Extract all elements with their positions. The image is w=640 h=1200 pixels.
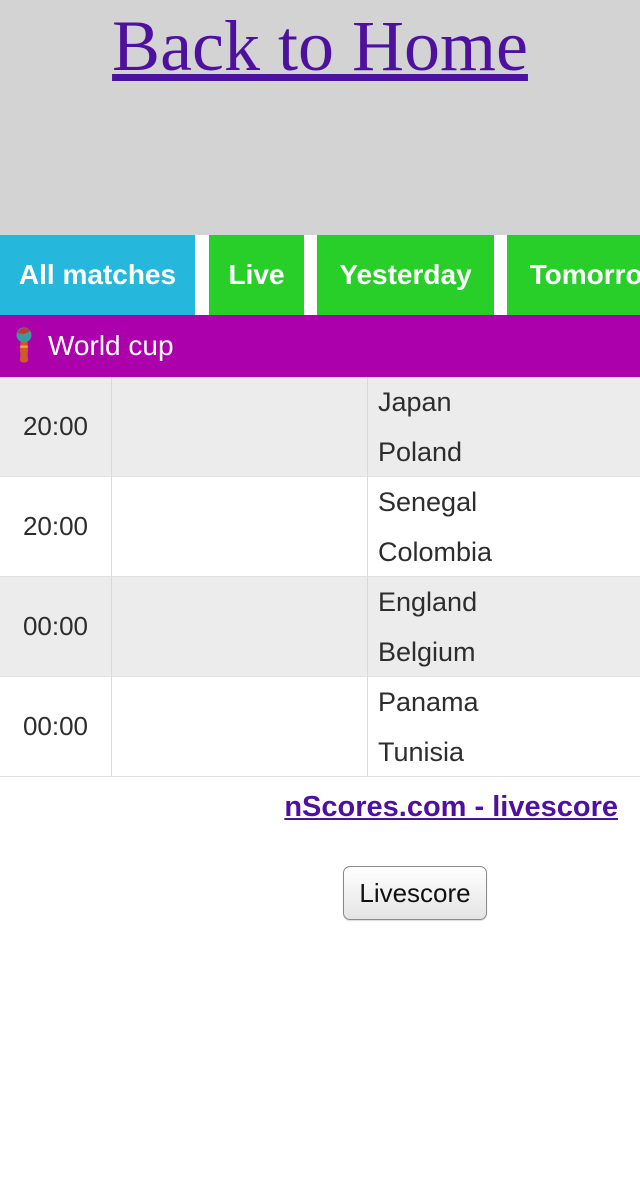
tab-live[interactable]: Live xyxy=(209,235,304,315)
footer: nScores.com - livescore xyxy=(0,791,640,824)
match-time: 00:00 xyxy=(0,577,112,676)
away-team: Poland xyxy=(378,436,463,467)
match-table: 20:00 Japan Poland 20:00 Senegal Colombi… xyxy=(0,377,640,777)
livescore-button[interactable]: Livescore xyxy=(343,866,487,920)
match-score-cell xyxy=(112,577,368,676)
match-teams: Panama Tunisia xyxy=(368,677,640,776)
match-score-cell xyxy=(112,677,368,776)
league-title: World cup xyxy=(48,330,174,361)
back-to-home-link[interactable]: Back to Home xyxy=(112,6,528,86)
tab-yesterday[interactable]: Yesterday xyxy=(317,235,494,315)
match-teams: England Belgium xyxy=(368,577,640,676)
away-team: Tunisia xyxy=(378,736,465,767)
tab-bar: All matches Live Yesterday Tomorrow xyxy=(0,235,640,315)
home-team: Panama xyxy=(378,686,479,717)
home-team: England xyxy=(378,586,478,617)
match-row[interactable]: 00:00 Panama Tunisia xyxy=(0,677,640,777)
home-team: Japan xyxy=(378,386,452,417)
away-team: Colombia xyxy=(378,536,493,567)
nscores-livescore-link[interactable]: nScores.com - livescore xyxy=(284,791,618,823)
world-cup-trophy-icon xyxy=(14,326,34,366)
tab-all-matches[interactable]: All matches xyxy=(0,235,195,315)
league-banner: World cup xyxy=(0,315,640,377)
match-teams: Senegal Colombia xyxy=(368,477,640,576)
match-row[interactable]: 20:00 Japan Poland xyxy=(0,377,640,477)
match-row[interactable]: 20:00 Senegal Colombia xyxy=(0,477,640,577)
match-time: 20:00 xyxy=(0,477,112,576)
match-teams: Japan Poland xyxy=(368,377,640,476)
tab-tomorrow[interactable]: Tomorrow xyxy=(507,235,640,315)
match-score-cell xyxy=(112,377,368,476)
button-row: Livescore xyxy=(0,866,640,920)
header: Back to Home xyxy=(0,0,640,235)
match-time: 20:00 xyxy=(0,377,112,476)
match-score-cell xyxy=(112,477,368,576)
home-team: Senegal xyxy=(378,486,478,517)
away-team: Belgium xyxy=(378,636,476,667)
match-time: 00:00 xyxy=(0,677,112,776)
match-row[interactable]: 00:00 England Belgium xyxy=(0,577,640,677)
